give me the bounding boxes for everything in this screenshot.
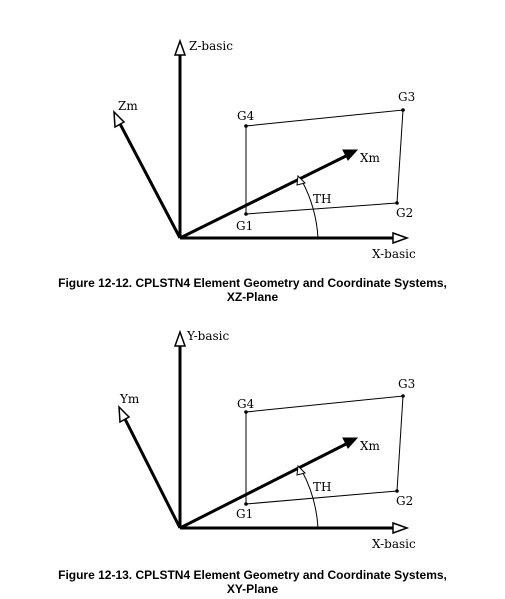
z-basic-label: Z-basic bbox=[189, 39, 233, 53]
caption-line-1: Figure 12-13. CPLSTN4 Element Geometry a… bbox=[58, 568, 447, 582]
ym-label: Ym bbox=[119, 392, 140, 406]
th-angle-arc bbox=[301, 470, 319, 529]
grid-point-g4 bbox=[244, 410, 248, 414]
th-arc-arrowhead bbox=[296, 174, 306, 186]
g1-label: G1 bbox=[236, 507, 253, 521]
figure-caption-12-13: Figure 12-13. CPLSTN4 Element Geometry a… bbox=[0, 568, 505, 596]
grid-point-g3 bbox=[401, 394, 405, 398]
xm-axis bbox=[179, 153, 349, 240]
g1-label: G1 bbox=[236, 219, 253, 233]
grid-point-g1 bbox=[244, 502, 248, 506]
zm-axis bbox=[116, 119, 182, 239]
diagram-xy-plane: Y-basic X-basic Ym Xm TH G1 G2 G3 G4 bbox=[118, 329, 416, 551]
figure-caption-12-12: Figure 12-12. CPLSTN4 Element Geometry a… bbox=[0, 276, 505, 304]
g2-label: G2 bbox=[396, 494, 413, 508]
grid-point-g2 bbox=[395, 201, 399, 205]
zm-label: Zm bbox=[118, 99, 138, 113]
x-basic-arrowhead bbox=[392, 231, 410, 245]
g4-label: G4 bbox=[237, 109, 255, 123]
y-basic-arrowhead bbox=[173, 329, 187, 347]
grid-point-g2 bbox=[395, 489, 399, 493]
ym-arrowhead bbox=[118, 405, 131, 424]
th-angle-arc bbox=[301, 180, 319, 239]
xm-label: Xm bbox=[360, 439, 381, 453]
g3-label: G3 bbox=[398, 90, 415, 104]
caption-line-1: Figure 12-12. CPLSTN4 Element Geometry a… bbox=[58, 276, 447, 290]
caption-line-2: XY-Plane bbox=[226, 582, 279, 596]
diagram-xz-plane: Z-basic X-basic Zm Xm TH G1 G2 G3 G4 bbox=[113, 38, 416, 261]
xm-label: Xm bbox=[360, 151, 381, 165]
grid-point-g4 bbox=[244, 124, 248, 128]
grid-point-g1 bbox=[244, 212, 248, 216]
y-basic-label: Y-basic bbox=[186, 329, 229, 343]
xm-axis bbox=[179, 441, 349, 530]
th-label: TH bbox=[313, 192, 331, 206]
xm-arrowhead bbox=[342, 437, 359, 449]
zm-arrowhead bbox=[113, 110, 126, 129]
th-label: TH bbox=[313, 480, 331, 494]
g4-label: G4 bbox=[237, 397, 255, 411]
g2-label: G2 bbox=[396, 206, 413, 220]
x-basic-label: X-basic bbox=[372, 247, 416, 261]
xm-arrowhead bbox=[342, 149, 359, 161]
x-basic-label: X-basic bbox=[372, 537, 416, 551]
g3-label: G3 bbox=[398, 377, 415, 391]
x-basic-arrowhead bbox=[392, 521, 410, 535]
th-arc-arrowhead bbox=[296, 464, 306, 476]
caption-line-2: XZ-Plane bbox=[226, 290, 279, 304]
z-basic-arrowhead bbox=[173, 38, 187, 56]
grid-point-g3 bbox=[401, 108, 405, 112]
ym-axis bbox=[121, 414, 182, 529]
